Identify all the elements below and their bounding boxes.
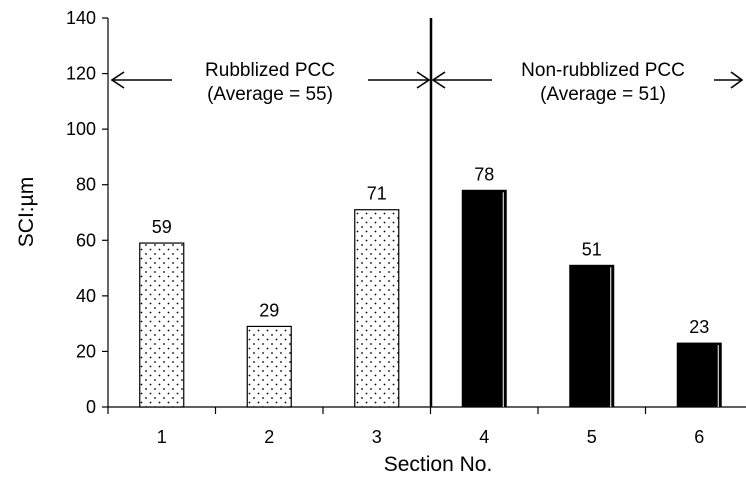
y-tick-label: 20 (76, 341, 96, 361)
bars (139, 189, 722, 408)
bar-value-label: 78 (474, 164, 494, 184)
x-tick-label: 1 (157, 427, 167, 447)
x-tick-label: 4 (479, 427, 489, 447)
bar (569, 264, 615, 408)
annotation-non-rubblized-title: Non-rubblized PCC (521, 60, 685, 81)
y-tick-label: 0 (86, 397, 96, 417)
bar-value-label: 71 (367, 184, 387, 204)
x-tick-label: 3 (372, 427, 382, 447)
y-tick-label: 80 (76, 175, 96, 195)
bar-value-label: 51 (582, 239, 602, 259)
x-ticks: 1 2 3 4 5 6 (107, 407, 704, 447)
right-arrow-rubblized (368, 71, 431, 89)
x-tick-label: 2 (264, 427, 274, 447)
y-tick-label: 100 (66, 119, 96, 139)
annotation-rubblized: Rubblized PCC (Average = 55) (110, 60, 431, 105)
bar-value-label: 29 (259, 300, 279, 320)
annotation-non-rubblized-average: (Average = 51) (540, 84, 666, 105)
y-ticks: 0 20 40 60 80 100 120 140 (66, 8, 108, 417)
bar-value-label: 23 (689, 317, 709, 337)
bar (354, 209, 400, 408)
y-tick-label: 120 (66, 64, 96, 84)
x-tick-label: 5 (587, 427, 597, 447)
y-tick-label: 60 (76, 230, 96, 250)
y-tick-label: 140 (66, 8, 96, 28)
y-tick-label: 40 (76, 286, 96, 306)
x-tick-label: 6 (694, 427, 704, 447)
annotation-non-rubblized: Non-rubblized PCC (Average = 51) (431, 60, 744, 105)
annotation-rubblized-title: Rubblized PCC (205, 60, 335, 81)
right-arrow-non-rubblized (714, 71, 744, 89)
bar (461, 189, 507, 408)
x-axis-title: Section No. (384, 453, 493, 476)
bar (139, 242, 185, 408)
bar (246, 325, 292, 408)
left-arrow-rubblized (110, 71, 172, 89)
left-arrow-non-rubblized (431, 71, 492, 89)
bar-data-labels: 59 29 71 78 51 23 (152, 164, 710, 337)
bar-value-label: 59 (152, 217, 172, 237)
annotation-rubblized-average: (Average = 55) (207, 84, 333, 105)
bar (676, 342, 722, 408)
y-axis-title: SCI:µm (15, 177, 38, 247)
